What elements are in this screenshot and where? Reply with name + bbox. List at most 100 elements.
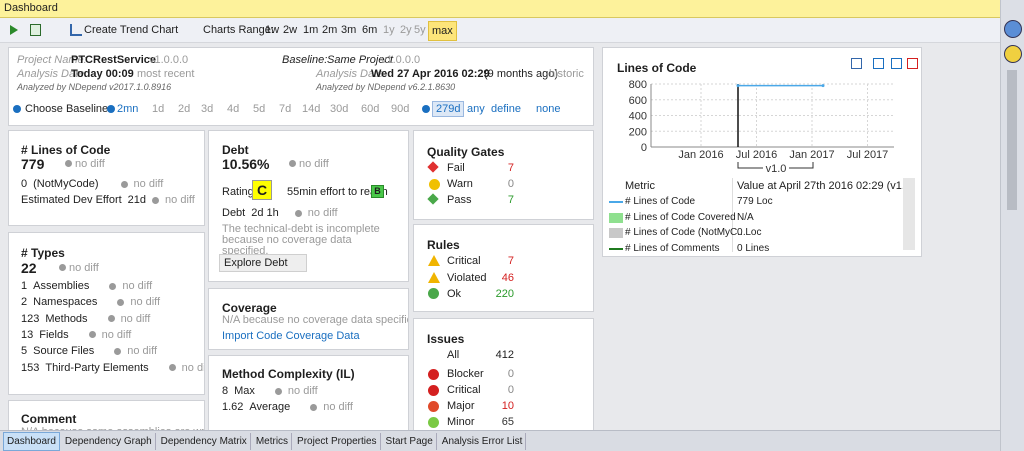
- side-icon[interactable]: [1004, 45, 1022, 63]
- status-icon: [428, 401, 439, 412]
- baseline-option[interactable]: 30d: [330, 103, 349, 115]
- tab[interactable]: Metrics: [253, 432, 293, 450]
- side-icon[interactable]: [1004, 20, 1022, 38]
- label: Pass: [447, 194, 472, 206]
- chart-tool-button[interactable]: [873, 58, 884, 69]
- legend-value: 0 Lines: [737, 242, 770, 254]
- baseline-option[interactable]: 7d: [279, 103, 292, 115]
- tab[interactable]: Project Properties: [294, 432, 381, 450]
- range-option[interactable]: 3m: [341, 24, 357, 36]
- status-icon: [429, 179, 440, 190]
- label: Analysis Date:: [17, 68, 88, 80]
- label: Analysis Date:: [316, 68, 387, 80]
- row: Debt 2d 1h no diff: [222, 207, 338, 219]
- baseline-option[interactable]: 14d: [302, 103, 321, 115]
- label: 2d 1h: [251, 207, 279, 219]
- open-button[interactable]: [30, 24, 41, 36]
- range-option[interactable]: max: [428, 21, 457, 41]
- row: 1.62 Average no diff: [222, 401, 353, 413]
- baseline-option[interactable]: 3d: [201, 103, 214, 115]
- range-option[interactable]: 2w: [283, 24, 298, 36]
- range-option[interactable]: 5y: [414, 24, 426, 36]
- title-bar: Dashboard: [0, 0, 1000, 18]
- x-tick-label: Jan 2017: [789, 149, 834, 161]
- baseline-option[interactable]: 90d: [391, 103, 410, 115]
- create-trend-chart[interactable]: Create Trend Chart: [84, 24, 179, 36]
- baseline-option[interactable]: 4d: [227, 103, 240, 115]
- y-tick-label: 0: [641, 142, 647, 154]
- label: 123: [21, 312, 40, 325]
- tab[interactable]: Dependency Matrix: [158, 432, 251, 450]
- version-bracket: [737, 162, 814, 169]
- import-coverage-link[interactable]: Import Code Coverage Data: [222, 330, 360, 342]
- y-tick-label: 200: [629, 126, 647, 138]
- label: Violated: [447, 271, 487, 284]
- diff-icon: [310, 403, 318, 411]
- chart-tool-button[interactable]: [907, 58, 918, 69]
- annotation: v1.0: [766, 163, 787, 175]
- lines-of-code-panel: # Lines of Code 779 no diff 0 (NotMyCode) no …: [8, 130, 205, 226]
- legend-value: N/A: [737, 211, 754, 223]
- chart-tool-button[interactable]: [851, 58, 862, 69]
- tab[interactable]: Analysis Error List: [439, 432, 527, 450]
- baseline-option[interactable]: 2d: [178, 103, 191, 115]
- close-button[interactable]: [1005, 3, 1019, 15]
- info-icon: [107, 105, 115, 113]
- label: Analyzed by NDepend v2017.1.0.8916: [17, 82, 172, 92]
- status-icon: [428, 271, 440, 283]
- tab[interactable]: Dashboard: [3, 431, 60, 451]
- range-option[interactable]: 1w: [265, 24, 280, 36]
- chart-tool-button[interactable]: [891, 58, 902, 69]
- row: Estimated Dev Effort 21d no diff: [21, 194, 195, 206]
- baseline-option[interactable]: 1d: [152, 103, 165, 115]
- baseline-option[interactable]: 60d: [361, 103, 380, 115]
- run-button[interactable]: [10, 25, 18, 35]
- label: Critical: [447, 384, 481, 396]
- baseline-option[interactable]: any: [467, 103, 485, 115]
- diff-icon: [168, 364, 176, 371]
- tab-bar: Dashboard Dependency Graph Dependency Matr…: [0, 430, 1000, 451]
- row: 5 Source Files no diff: [21, 345, 157, 357]
- quality-gates-panel: Quality Gates Fail 7 Warn 0 Pass 7: [413, 130, 594, 220]
- label: no diff: [307, 207, 338, 219]
- label: Methods: [45, 312, 88, 325]
- tab[interactable]: Dependency Graph: [62, 432, 156, 450]
- explore-debt-button[interactable]: Explore Debt: [219, 254, 307, 272]
- diff-icon: [114, 347, 122, 355]
- panel-title: # Lines of Code: [21, 143, 111, 157]
- series-point: [821, 84, 825, 88]
- range-option[interactable]: 1m: [303, 24, 319, 36]
- series-point: [736, 84, 740, 88]
- toolbar: Create Trend Chart Charts Range: 1w 2w 1m 2m 3…: [0, 18, 1000, 43]
- baseline-option[interactable]: none: [536, 103, 561, 115]
- baseline-option[interactable]: 279d: [432, 101, 465, 117]
- range-option[interactable]: 2y: [400, 24, 412, 36]
- choose-baseline[interactable]: Choose Baseline: [25, 103, 109, 115]
- scrollbar-thumb: [1007, 70, 1017, 210]
- label: N/A because no coverage data specified: [222, 314, 409, 326]
- label: (NotMyCode): [33, 178, 99, 190]
- side-strip: [1000, 0, 1024, 451]
- range-option[interactable]: 6m: [362, 24, 378, 36]
- chart-plot: 0 200 400 600 800 Jan 2016 Jul 2016 Jan 2017 Jul…: [629, 79, 894, 175]
- diff-icon: [59, 264, 66, 271]
- legend-scrollbar: [903, 178, 915, 250]
- label: Baseline:: [282, 54, 328, 66]
- label: 65: [501, 416, 514, 428]
- baseline-option[interactable]: define: [491, 103, 521, 115]
- charts-range-label: Charts Range:: [203, 24, 274, 36]
- label: Major: [447, 400, 475, 412]
- info-icon: [422, 105, 430, 113]
- panel-title: Coverage: [222, 301, 277, 315]
- label: no diff: [287, 385, 318, 397]
- tab[interactable]: Start Page: [383, 432, 437, 450]
- baseline-option[interactable]: 2mn: [117, 103, 139, 115]
- status-icon: [428, 417, 439, 428]
- row: 153 Third-Party Elements no diff: [21, 361, 204, 374]
- range-option[interactable]: 1y: [383, 24, 395, 36]
- label: Third-Party Elements: [45, 361, 149, 374]
- row: 1 Assemblies no diff: [21, 280, 152, 292]
- baseline-option[interactable]: 5d: [253, 103, 266, 115]
- range-option[interactable]: 2m: [322, 24, 338, 36]
- label: no diff: [299, 158, 329, 170]
